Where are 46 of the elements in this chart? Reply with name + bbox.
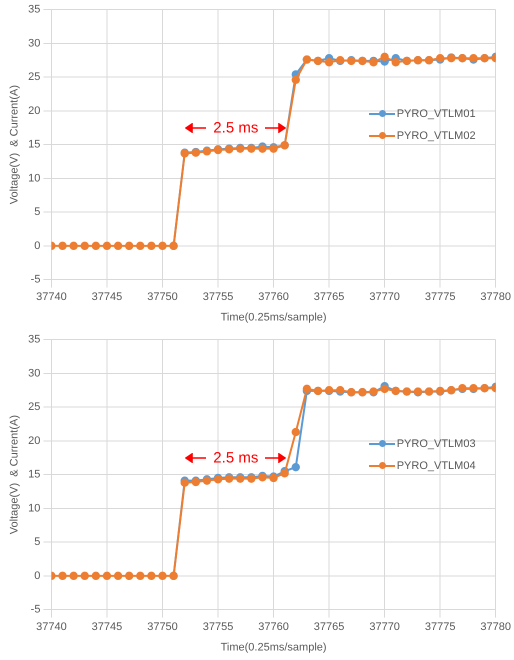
legend-label: PYRO_VTLM03 <box>396 438 476 450</box>
legend-label: PYRO_VTLM02 <box>396 130 476 142</box>
y-tick-label: 20 <box>28 104 40 117</box>
y-tick-label: 15 <box>28 468 40 481</box>
y-tick-label: 5 <box>34 206 40 218</box>
x-tick-label: 37755 <box>202 621 234 634</box>
x-tick-label: 37740 <box>36 621 67 634</box>
y-tick-label: 35 <box>28 334 40 346</box>
y-tick-label: 30 <box>28 37 40 50</box>
y-tick-label: 5 <box>34 536 40 548</box>
x-tick-label: 37750 <box>147 291 178 304</box>
y-tick-label: 20 <box>28 434 40 447</box>
x-axis-title: Time(0.25ms/sample) <box>220 311 327 324</box>
legend-label: PYRO_VTLM04 <box>396 460 476 472</box>
x-tick-label: 37780 <box>480 291 512 304</box>
x-tick-label: 37775 <box>424 621 456 634</box>
y-tick-label: 0 <box>34 570 40 582</box>
y-tick-label: 35 <box>28 4 40 16</box>
y-tick-label: 10 <box>28 172 40 184</box>
x-tick-label: 37770 <box>369 621 400 634</box>
x-tick-label: 37750 <box>147 621 178 634</box>
y-tick-label: 25 <box>28 401 40 414</box>
x-tick-label: 37765 <box>314 621 344 634</box>
y-tick-label: 30 <box>28 367 40 380</box>
x-tick-label: 37740 <box>36 291 67 304</box>
x-tick-label: 37745 <box>92 291 122 304</box>
x-tick-label: 37775 <box>424 291 456 304</box>
y-tick-label: -5 <box>30 274 40 286</box>
x-tick-label: 37760 <box>258 621 289 634</box>
y-axis-title: Voltage(V) & Current(A) <box>8 414 21 534</box>
legend-label: PYRO_VTLM01 <box>396 108 476 120</box>
y-tick-label: 15 <box>28 138 40 151</box>
x-tick-label: 37780 <box>480 621 512 634</box>
x-tick-label: 37755 <box>202 291 234 304</box>
x-tick-label: 37770 <box>369 291 400 304</box>
x-tick-label: 37765 <box>314 291 344 304</box>
y-tick-label: 0 <box>34 240 40 252</box>
y-tick-label: 10 <box>28 502 40 514</box>
annotation: 2.5 ms <box>213 450 258 467</box>
x-axis-title: Time(0.25ms/sample) <box>220 641 327 654</box>
annotation: 2.5 ms <box>213 120 258 137</box>
x-tick-label: 37760 <box>258 291 289 304</box>
y-tick-label: 25 <box>28 71 40 84</box>
y-tick-label: -5 <box>30 604 40 616</box>
x-tick-label: 37745 <box>92 621 122 634</box>
y-axis-title: Voltage(V) & Current(A) <box>8 84 21 204</box>
